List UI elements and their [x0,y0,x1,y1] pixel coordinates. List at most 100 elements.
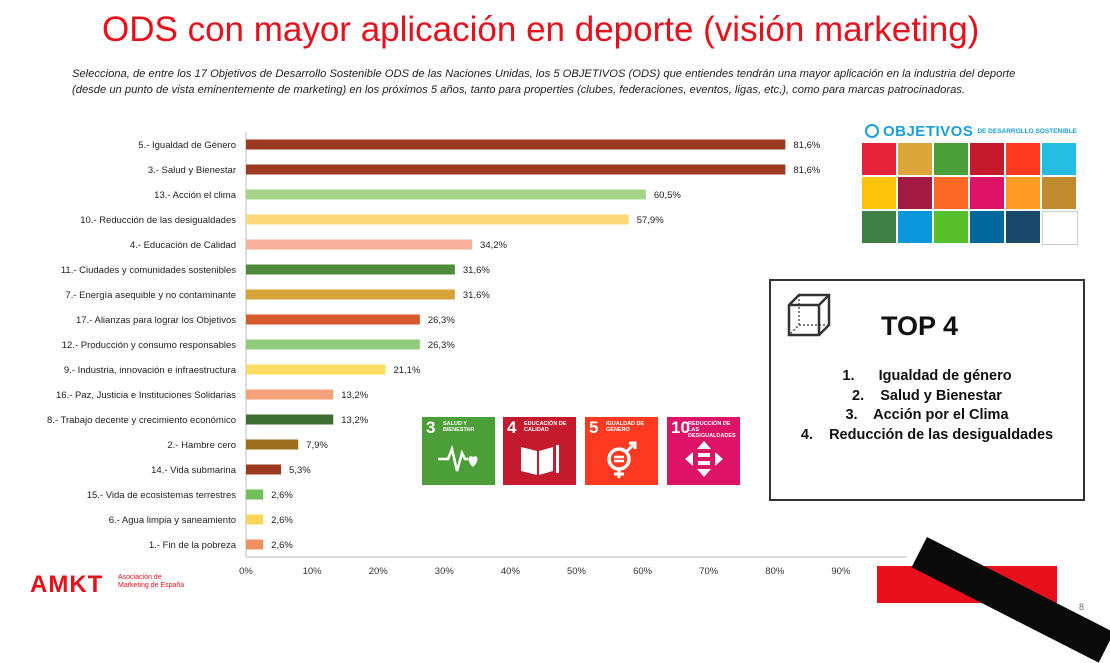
amkt-org-name: Asociación de Marketing de España [118,574,185,589]
tile-label: SALUD Y BIENESTAR [443,421,475,433]
category-label: 14.- Vida submarina [151,465,237,476]
top4-item: 3. Acción por el Clima [845,407,1009,423]
data-label: 7,9% [306,440,328,451]
data-label: 81,6% [793,140,820,151]
data-label: 13,2% [341,390,368,401]
bar [246,389,334,400]
bar [246,289,455,300]
sdg-grid-cell [970,211,1004,243]
tile-number: 4 [507,418,517,437]
question-text: Selecciona, de entre los 17 Objetivos de… [72,68,1016,96]
category-label: 15.- Vida de ecosistemas terrestres [87,490,237,501]
sdg-grid-cell [1006,177,1040,209]
x-tick-label: 70% [699,566,719,577]
tile-label: REDUCCIÓN DE LAS DESIGUALDADES [688,421,736,439]
data-label: 34,2% [480,240,507,251]
data-label: 81,6% [793,165,820,176]
category-label: 17.- Alianzas para lograr los Objetivos [76,315,236,326]
tile-number: 3 [426,418,436,437]
bar [246,414,334,425]
data-label: 57,9% [637,215,664,226]
x-tick-label: 50% [567,566,587,577]
category-label: 1.- Fin de la pobreza [149,540,237,551]
data-label: 21,1% [393,365,420,376]
tile-number: 5 [589,418,599,437]
category-label: 13.- Acción el clima [154,190,237,201]
bar [246,164,786,175]
sdg-grid-cell [862,143,896,175]
x-tick-label: 90% [831,566,851,577]
sdg-logo-small: DE DESARROLLO SOSTENIBLE [977,127,1078,135]
bar [246,364,386,375]
sdg-grid-cell [898,177,932,209]
bar [246,464,282,475]
x-tick-label: 0% [239,566,253,577]
data-label: 60,5% [654,190,681,201]
data-label: 2,6% [271,515,293,526]
un-globe-icon [864,124,879,138]
category-label: 9.- Industria, innovación e infraestruct… [64,365,237,376]
bar [246,214,629,225]
top4-item: 1. Igualdad de género [842,368,1012,384]
sdg-grid-cell [934,177,968,209]
sdg-grid-cell [898,143,932,175]
bar [246,489,264,500]
x-tick-label: 60% [633,566,653,577]
sdg-tile-4: 4 EDUCACIÓN DE CALIDAD [503,417,576,485]
category-label: 10.- Reducción de las desigualdades [80,215,236,226]
category-label: 6.- Agua limpia y saneamiento [109,515,236,526]
category-label: 7.- Energía asequible y no contaminante [65,290,236,301]
x-tick-label: 20% [369,566,389,577]
x-tick-label: 30% [435,566,455,577]
sdg-grid-cell [970,177,1004,209]
sdg-grid-cell [1042,211,1078,245]
bar [246,539,264,550]
top4-list: 1. Igualdad de género 2. Salud y Bienest… [771,367,1083,445]
data-label: 13,2% [341,415,368,426]
data-label: 31,6% [463,290,490,301]
gender-equality-icon [607,441,637,478]
sdg-grid-cell [934,143,968,175]
bar [246,339,420,350]
category-label: 2.- Hambre cero [167,440,236,451]
category-label: 5.- Igualdad de Género [138,140,236,151]
category-label: 12.- Producción y consumo responsables [62,340,237,351]
sdg-grid-cell [934,211,968,243]
sdg-grid-cell [970,143,1004,175]
tile-label: EDUCACIÓN DE CALIDAD [524,421,567,433]
sdg-grid-cell [1042,143,1076,175]
bar [246,189,646,200]
data-label: 5,3% [289,465,311,476]
bar [246,139,786,150]
top4-title: TOP 4 [881,311,959,341]
sdg-grid-cell [1006,143,1040,175]
sdg-grid-cell [862,211,896,243]
category-label: 11.- Ciudades y comunidades sostenibles [61,265,236,276]
category-label: 16.- Paz, Justicia e Instituciones Solid… [56,390,236,401]
sdg-grid-cell [1006,211,1040,243]
x-tick-label: 40% [501,566,521,577]
top4-item: 4. Reducción de las desigualdades [800,426,1054,443]
x-tick-label: 80% [765,566,785,577]
sdg-grid-cell [1042,177,1076,209]
amkt-brand: AMKT [30,571,104,598]
data-label: 26,3% [428,340,455,351]
page-title: ODS con mayor aplicación en deporte (vis… [102,10,980,49]
bar [246,314,420,325]
bar-chart: 5.- Igualdad de Género 81,6% 3.- Salud y B… [47,132,920,577]
tile-number: 10 [671,418,690,437]
category-label: 4.- Educación de Calidad [130,240,236,251]
sdg-tile-3: 3 SALUD Y BIENESTAR [422,417,495,485]
category-label: 8.- Trabajo decente y crecimiento económ… [47,415,236,426]
data-label: 31,6% [463,265,490,276]
top4-item: 2. Salud y Bienestar [852,387,1002,404]
bar [246,439,299,450]
sdg-logo-word: OBJETIVOS [882,122,974,140]
heartbeat-icon [438,444,478,472]
bar [246,514,264,525]
sdg-logo: OBJETIVOS DE DESARROLLO SOSTENIBLE [862,121,1080,246]
page-number: 8 [1079,602,1085,612]
sdg-color-grid [862,143,1078,245]
sdg-tile-5: 5 IGUALDAD DE GÉNERO [585,417,658,485]
category-label: 3.- Salud y Bienestar [148,165,236,176]
